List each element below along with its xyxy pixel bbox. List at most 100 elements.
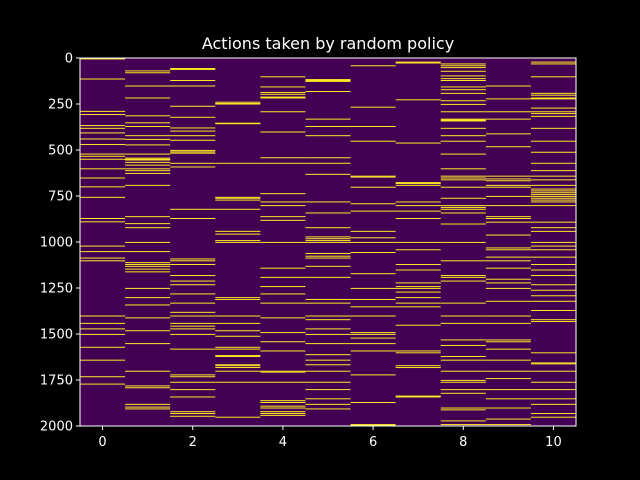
- heatmap-cell: [485, 300, 531, 302]
- heatmap-cell: [395, 350, 441, 352]
- heatmap-cell: [170, 68, 216, 70]
- heatmap-cell: [80, 257, 126, 259]
- heatmap-cell: [260, 111, 306, 113]
- heatmap-cell: [530, 284, 576, 286]
- y-tick-label: 250: [48, 98, 73, 113]
- heatmap-cell: [170, 135, 216, 137]
- heatmap-cell: [125, 97, 171, 99]
- chart-title: Actions taken by random policy: [202, 34, 454, 53]
- heatmap-cell: [80, 58, 126, 60]
- heatmap-cell: [305, 370, 351, 372]
- heatmap-cell: [170, 275, 216, 277]
- heatmap-cell: [530, 413, 576, 415]
- heatmap-cell: [305, 80, 351, 82]
- heatmap-cell: [170, 374, 216, 376]
- heatmap-cell: [395, 210, 441, 212]
- heatmap-cell: [440, 153, 486, 155]
- heatmap-cell: [125, 370, 171, 372]
- heatmap-cell: [125, 287, 171, 289]
- heatmap-cell: [350, 65, 396, 67]
- heatmap-cell: [170, 322, 216, 324]
- heatmap-cell: [80, 328, 126, 330]
- heatmap-cell: [170, 376, 216, 378]
- heatmap-cell: [440, 65, 486, 67]
- heatmap-cell: [305, 79, 351, 81]
- heatmap-cell: [530, 94, 576, 96]
- heatmap-cell: [395, 324, 441, 326]
- heatmap-cell: [395, 291, 441, 293]
- heatmap-cell: [215, 241, 261, 243]
- heatmap-cell: [530, 352, 576, 354]
- heatmap-cell: [485, 249, 531, 251]
- heatmap-cell: [440, 175, 486, 177]
- heatmap-cell: [530, 309, 576, 311]
- heatmap-cell: [485, 217, 531, 219]
- heatmap-cell: [170, 130, 216, 132]
- heatmap-cell: [350, 252, 396, 254]
- heatmap-cell: [125, 158, 171, 160]
- heatmap-cell: [395, 241, 441, 243]
- x-tick-label: 6: [369, 435, 377, 450]
- heatmap-cell: [350, 237, 396, 239]
- heatmap-cell: [305, 265, 351, 267]
- heatmap-cell: [395, 142, 441, 144]
- heatmap-cell: [125, 157, 171, 159]
- y-tick-label: 500: [48, 144, 73, 159]
- heatmap-cell: [260, 201, 306, 203]
- heatmap-cell: [485, 418, 531, 420]
- heatmap-cell: [350, 287, 396, 289]
- heatmap-cell: [440, 186, 486, 188]
- y-tick-label: 750: [48, 190, 73, 205]
- heatmap-cell: [440, 276, 486, 278]
- heatmap-cell: [440, 177, 486, 179]
- heatmap-cell: [260, 350, 306, 352]
- heatmap-cell: [215, 103, 261, 105]
- heatmap-cell: [125, 153, 171, 155]
- heatmap-cell: [485, 322, 531, 324]
- heatmap-cell: [395, 205, 441, 207]
- heatmap-cell: [80, 186, 126, 188]
- heatmap-cell: [125, 265, 171, 267]
- heatmap-cell: [305, 298, 351, 300]
- heatmap-cell: [440, 241, 486, 243]
- heatmap-cell: [350, 298, 396, 300]
- heatmap-cells: [80, 58, 576, 426]
- heatmap-cell: [260, 267, 306, 269]
- heatmap-cell: [485, 146, 531, 148]
- heatmap-cell: [350, 333, 396, 335]
- heatmap-cell: [395, 286, 441, 288]
- heatmap-cell: [170, 389, 216, 391]
- heatmap-cell: [125, 271, 171, 273]
- heatmap-cell: [305, 135, 351, 137]
- heatmap-cell: [125, 144, 171, 146]
- heatmap-cell: [260, 371, 306, 373]
- heatmap-cell: [170, 149, 216, 151]
- heatmap-cell: [125, 330, 171, 332]
- heatmap-cell: [350, 186, 396, 188]
- heatmap-cell: [350, 241, 396, 243]
- y-tick-label: 1250: [40, 282, 73, 297]
- heatmap-cell: [440, 197, 486, 199]
- heatmap-cell: [440, 370, 486, 372]
- heatmap-cell: [530, 256, 576, 258]
- heatmap-cell: [530, 175, 576, 177]
- heatmap-cell: [170, 151, 216, 153]
- heatmap-cell: [530, 416, 576, 418]
- heatmap-cell: [440, 407, 486, 409]
- heatmap-cell: [530, 97, 576, 99]
- heatmap-cell: [80, 132, 126, 134]
- heatmap-cell: [260, 293, 306, 295]
- heatmap-cell: [485, 260, 531, 262]
- heatmap-cell: [485, 221, 531, 223]
- heatmap-cell: [170, 127, 216, 129]
- heatmap-cell: [125, 268, 171, 270]
- heatmap-cell: [485, 180, 531, 182]
- heatmap-cell: [260, 76, 306, 78]
- heatmap-cell: [80, 127, 126, 129]
- heatmap-cell: [530, 197, 576, 199]
- heatmap-cell: [80, 359, 126, 361]
- heatmap-cell: [215, 330, 261, 332]
- heatmap-cell: [125, 161, 171, 163]
- heatmap-cell: [395, 352, 441, 354]
- y-tick-label: 1000: [40, 236, 73, 251]
